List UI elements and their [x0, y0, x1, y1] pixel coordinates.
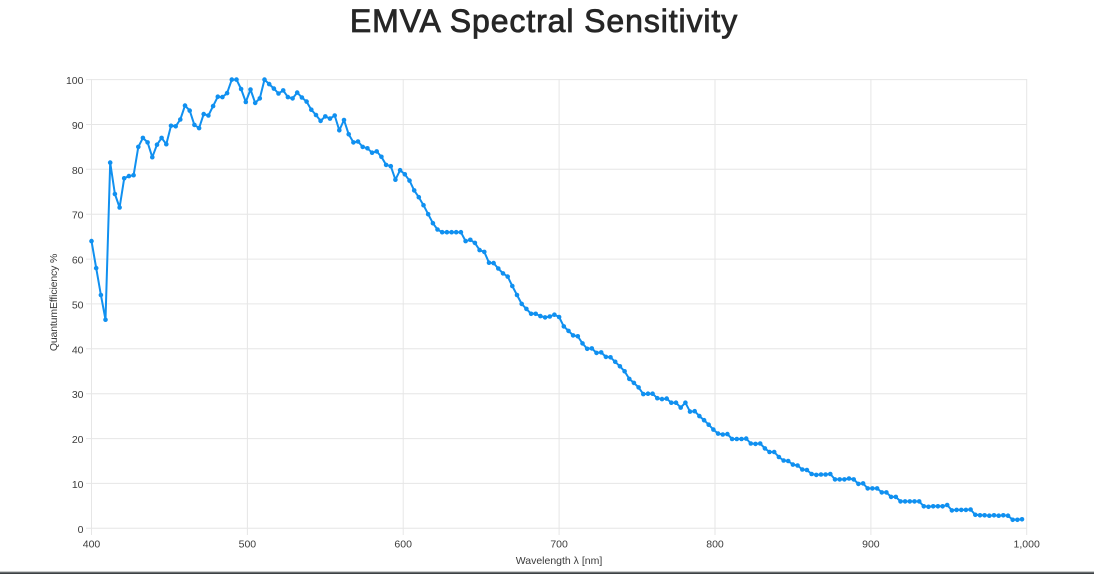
- svg-text:EMVA Spectral Sensitivity: EMVA Spectral Sensitivity: [350, 3, 738, 39]
- svg-text:1,000: 1,000: [1014, 539, 1040, 551]
- svg-text:800: 800: [706, 539, 724, 551]
- svg-text:60: 60: [72, 255, 84, 267]
- svg-text:100: 100: [66, 75, 84, 87]
- svg-text:50: 50: [72, 299, 84, 311]
- svg-text:40: 40: [72, 344, 84, 356]
- svg-text:500: 500: [239, 539, 257, 551]
- svg-text:0: 0: [78, 524, 84, 536]
- svg-text:70: 70: [72, 210, 84, 222]
- svg-text:10: 10: [72, 479, 84, 491]
- svg-text:20: 20: [72, 434, 84, 446]
- svg-text:900: 900: [862, 539, 880, 551]
- svg-text:Wavelength λ [nm]: Wavelength λ [nm]: [516, 555, 603, 567]
- svg-text:QuantumEfficiency %: QuantumEfficiency %: [48, 254, 60, 351]
- svg-text:30: 30: [72, 389, 84, 401]
- svg-text:80: 80: [72, 165, 84, 177]
- svg-text:90: 90: [72, 120, 84, 132]
- svg-text:400: 400: [83, 539, 101, 551]
- svg-text:700: 700: [550, 539, 568, 551]
- svg-text:600: 600: [394, 539, 412, 551]
